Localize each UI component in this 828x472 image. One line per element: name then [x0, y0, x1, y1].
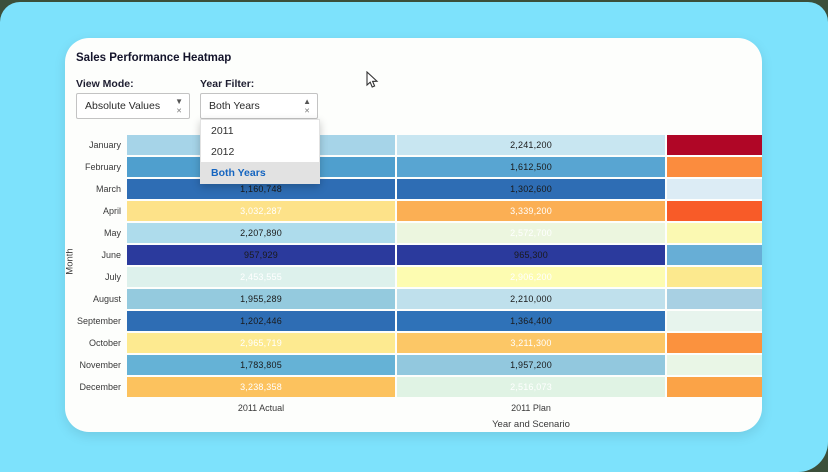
chevron-down-icon[interactable]: ▼ [175, 96, 183, 106]
heatmap-cell [667, 333, 762, 353]
heatmap-cell [667, 377, 762, 397]
heatmap-cell: 1,957,200 [397, 355, 665, 375]
chevron-up-icon[interactable]: ▲ [303, 96, 311, 106]
heatmap-row: October 2,965,719 3,211,300 [70, 333, 762, 353]
heatmap-row: May 2,207,890 2,572,700 [70, 223, 762, 243]
month-label: September [76, 316, 121, 326]
heatmap-cell: 1,160,748 [127, 179, 395, 199]
view-mode-value: Absolute Values [85, 100, 161, 112]
heatmap-cell: 2,241,200 [397, 135, 665, 155]
month-label: June [101, 250, 121, 260]
heatmap-cell: 1,955,289 [127, 289, 395, 309]
heatmap-cell: 3,339,200 [397, 201, 665, 221]
month-label: April [102, 206, 121, 216]
view-mode-select[interactable]: Absolute Values ▼ ✕ [76, 93, 190, 119]
heatmap-row: April 3,032,287 3,339,200 [70, 201, 762, 221]
month-label: November [79, 360, 121, 370]
heatmap-row: November 1,783,805 1,957,200 [70, 355, 762, 375]
heatmap-cell: 1,364,400 [397, 311, 665, 331]
dropdown-option-2011[interactable]: 2011 [211, 124, 234, 137]
page-title: Sales Performance Heatmap [76, 52, 232, 64]
heatmap-cell [667, 179, 762, 199]
month-label: May [103, 228, 121, 238]
heatmap-cell: 3,238,358 [127, 377, 395, 397]
heatmap-cell [667, 289, 762, 309]
year-filter-dropdown: 2011 2012 Both Years [200, 119, 320, 184]
heatmap-cell: 3,032,287 [127, 201, 395, 221]
heatmap-row: February 1,612,500 [70, 157, 762, 177]
heatmap-cell: 2,210,000 [397, 289, 665, 309]
clear-icon[interactable]: ✕ [304, 107, 310, 115]
heatmap-cell [667, 157, 762, 177]
heatmap-cell [667, 245, 762, 265]
dropdown-option-both-years[interactable]: Both Years [201, 162, 319, 183]
x-axis-title: Year and Scenario [492, 419, 570, 430]
year-filter-value: Both Years [209, 100, 260, 112]
heatmap-cell [667, 223, 762, 243]
month-label: August [92, 294, 121, 304]
heatmap-cell [667, 135, 762, 155]
heatmap-cell [667, 267, 762, 287]
heatmap-cell: 2,207,890 [127, 223, 395, 243]
heatmap-card: Sales Performance Heatmap View Mode: Abs… [65, 38, 762, 432]
heatmap-cell: 2,453,555 [127, 267, 395, 287]
heatmap-cell: 2,572,700 [397, 223, 665, 243]
heatmap-row: September 1,202,446 1,364,400 [70, 311, 762, 331]
month-label: July [104, 272, 121, 282]
heatmap-cell: 1,202,446 [127, 311, 395, 331]
clear-icon[interactable]: ✕ [176, 107, 182, 115]
heatmap-row: March 1,160,748 1,302,600 [70, 179, 762, 199]
heatmap-cell: 2,965,719 [127, 333, 395, 353]
heatmap-cell: 2,516,073 [397, 377, 665, 397]
heatmap-cell: 957,929 [127, 245, 395, 265]
month-label: October [88, 338, 121, 348]
heatmap-cell [667, 355, 762, 375]
month-label: February [84, 162, 121, 172]
view-mode-label: View Mode: [76, 78, 134, 90]
year-filter-label: Year Filter: [200, 78, 255, 90]
heatmap-row: July 2,453,555 2,906,200 [70, 267, 762, 287]
heatmap-cell: 1,302,600 [397, 179, 665, 199]
heatmap-row: August 1,955,289 2,210,000 [70, 289, 762, 309]
month-label: December [79, 382, 121, 392]
heatmap-cell: 1,612,500 [397, 157, 665, 177]
heatmap-row: June 957,929 965,300 [70, 245, 762, 265]
heatmap-cell: 2,906,200 [397, 267, 665, 287]
month-label: March [95, 184, 121, 194]
heatmap-grid: January 2,241,200 February 1,612,500 March 1,… [70, 135, 762, 399]
dropdown-option-2012[interactable]: 2012 [211, 145, 235, 158]
x-tick-2011-plan: 2011 Plan [511, 403, 551, 413]
heatmap-cell: 1,783,805 [127, 355, 395, 375]
heatmap-cell: 965,300 [397, 245, 665, 265]
heatmap-row: January 2,241,200 [70, 135, 762, 155]
heatmap-row: December 3,238,358 2,516,073 [70, 377, 762, 397]
year-filter-select[interactable]: Both Years ▲ ✕ [200, 93, 318, 119]
month-label: January [88, 140, 121, 150]
heatmap-cell [667, 201, 762, 221]
heatmap-cell: 3,211,300 [397, 333, 665, 353]
heatmap-cell [667, 311, 762, 331]
x-tick-2011-actual: 2011 Actual [237, 403, 285, 413]
